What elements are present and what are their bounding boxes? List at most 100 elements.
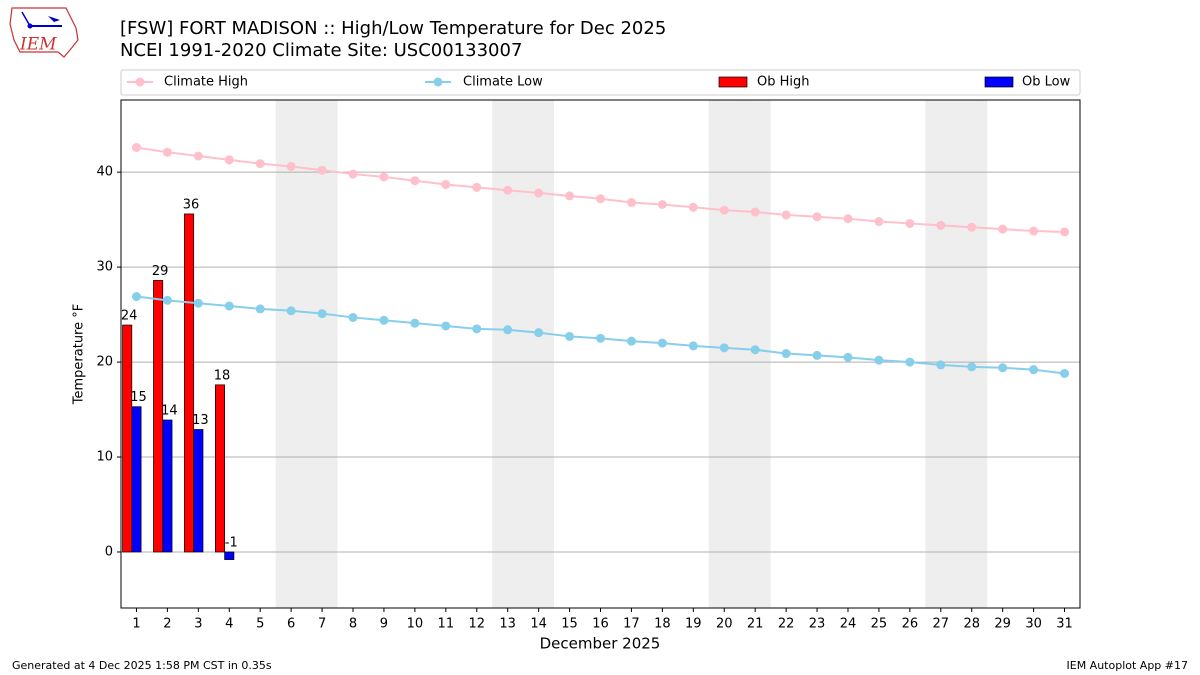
point [379, 172, 389, 182]
point [905, 357, 915, 367]
point [1060, 227, 1070, 237]
x-axis-label: December 2025 [540, 635, 661, 653]
x-tick-label: 18 [654, 617, 671, 632]
x-tick-label: 29 [994, 617, 1011, 632]
x-tick-label: 28 [963, 617, 980, 632]
point [626, 198, 636, 208]
point [812, 350, 822, 360]
bar [131, 406, 142, 553]
weekend-shade [492, 100, 555, 608]
point [998, 224, 1008, 234]
point [936, 220, 946, 230]
point [348, 312, 358, 322]
point [688, 202, 698, 212]
bar [122, 324, 133, 553]
point [379, 315, 389, 325]
weekend-shade [925, 100, 988, 608]
point [441, 321, 451, 331]
point [657, 338, 667, 348]
point [719, 205, 729, 215]
legend-swatch [984, 76, 1014, 88]
x-tick-label: 9 [380, 617, 388, 632]
logo: IEM [9, 7, 79, 58]
logo-text: IEM [19, 35, 57, 55]
point [472, 324, 482, 334]
y-tick-label: 40 [96, 165, 113, 180]
point [131, 292, 141, 302]
point [905, 218, 915, 228]
legend-label: Ob High [757, 75, 810, 90]
x-tick-label: 5 [256, 617, 264, 632]
legend-marker [135, 77, 145, 87]
point [967, 362, 977, 372]
x-tick-label: 23 [809, 617, 826, 632]
point [317, 165, 327, 175]
data-label: 13 [192, 413, 209, 428]
bar [193, 429, 204, 553]
point [162, 147, 172, 157]
legend-label: Climate Low [463, 75, 543, 90]
legend [120, 69, 1081, 96]
data-label: -1 [225, 535, 238, 550]
footer-left: Generated at 4 Dec 2025 1:58 PM CST in 0… [12, 659, 272, 672]
x-tick-label: 4 [225, 617, 233, 632]
point [596, 194, 605, 204]
x-tick-label: 2 [163, 617, 171, 632]
point [843, 352, 853, 362]
x-tick-label: 19 [685, 617, 702, 632]
point [534, 328, 544, 338]
x-tick-label: 15 [561, 617, 578, 632]
point [750, 207, 760, 217]
x-tick-label: 27 [933, 617, 950, 632]
point [193, 298, 203, 308]
point [286, 161, 296, 171]
point [719, 343, 729, 353]
point [657, 199, 667, 209]
point [503, 325, 513, 335]
point [224, 155, 234, 165]
point [781, 210, 791, 220]
point [317, 309, 327, 319]
x-tick-label: 25 [871, 617, 888, 632]
point [874, 355, 884, 365]
footer-right: IEM Autoplot App #17 [1067, 659, 1189, 672]
point [286, 306, 296, 316]
x-tick-label: 30 [1025, 617, 1042, 632]
x-tick-label: 20 [716, 617, 733, 632]
data-label: 24 [121, 309, 138, 324]
plot-frame [120, 99, 1081, 609]
x-tick-label: 22 [778, 617, 795, 632]
data-label: 29 [152, 264, 169, 279]
point [688, 341, 698, 351]
y-tick-label: 0 [105, 544, 113, 559]
data-label: 14 [161, 403, 178, 418]
point [255, 304, 265, 314]
point [565, 191, 575, 201]
point [162, 295, 172, 305]
legend-label: Ob Low [1022, 75, 1071, 90]
bar [184, 213, 195, 553]
point [750, 345, 760, 355]
x-tick-label: 31 [1056, 617, 1073, 632]
x-tick-label: 8 [349, 617, 357, 632]
x-tick-label: 13 [499, 617, 516, 632]
legend-swatch [718, 76, 748, 88]
y-tick-label: 10 [96, 450, 113, 465]
legend-label: Climate High [164, 75, 248, 90]
data-label: 15 [130, 390, 147, 405]
chart-title: [FSW] FORT MADISON :: High/Low Temperatu… [120, 18, 666, 39]
point [131, 142, 141, 152]
point [410, 318, 420, 328]
x-tick-label: 16 [592, 617, 609, 632]
point [348, 169, 358, 179]
line [136, 146, 1065, 233]
x-tick-label: 12 [468, 617, 485, 632]
x-tick-label: 17 [623, 617, 640, 632]
x-tick-label: 26 [902, 617, 919, 632]
point [503, 185, 513, 195]
point [626, 336, 636, 346]
point [193, 151, 203, 161]
y-tick-label: 30 [96, 260, 113, 275]
x-tick-label: 21 [747, 617, 764, 632]
